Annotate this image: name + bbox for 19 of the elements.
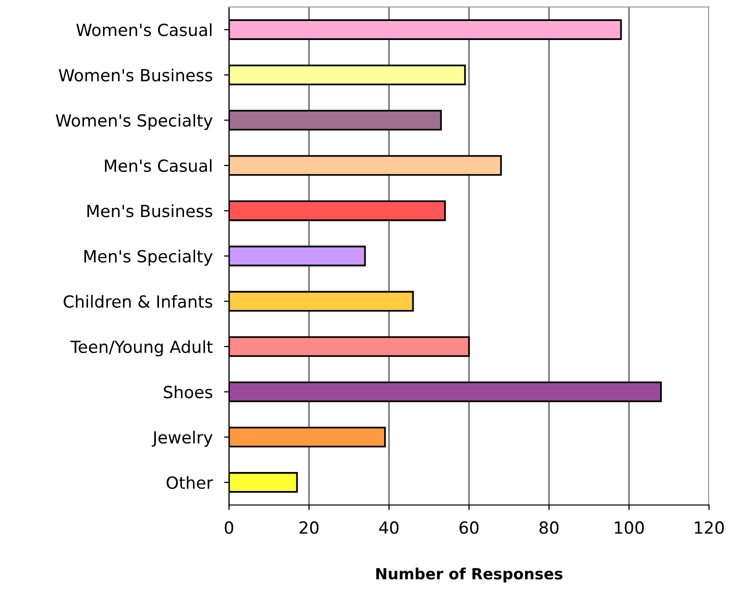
x-tick-label: 100 [614,521,644,534]
x-tick-label: 20 [300,521,318,534]
y-tick-label: Men's Business [87,204,212,218]
x-tick-label: 80 [540,521,558,534]
x-axis-title: Number of Responses [376,568,562,582]
y-tick-label: Jewelry [152,430,213,447]
y-tick-label: Teen/Young Adult [70,340,213,356]
y-tick-label: Children & Infants [64,294,212,308]
y-tick-label: Women's Casual [76,23,212,36]
x-tick-label: 0 [224,521,234,534]
y-tick-label: Women's Business [58,68,212,82]
y-tick-label: Shoes [164,385,212,398]
x-tick-label: 120 [694,521,724,534]
x-tick-label: 60 [460,521,478,534]
x-tick-label: 40 [379,521,398,534]
y-tick-label: Men's Specialty [84,250,213,266]
y-tick-label: Men's Casual [104,159,212,172]
y-tick-label: Women's Specialty [56,114,213,130]
y-tick-label: Other [166,476,214,489]
